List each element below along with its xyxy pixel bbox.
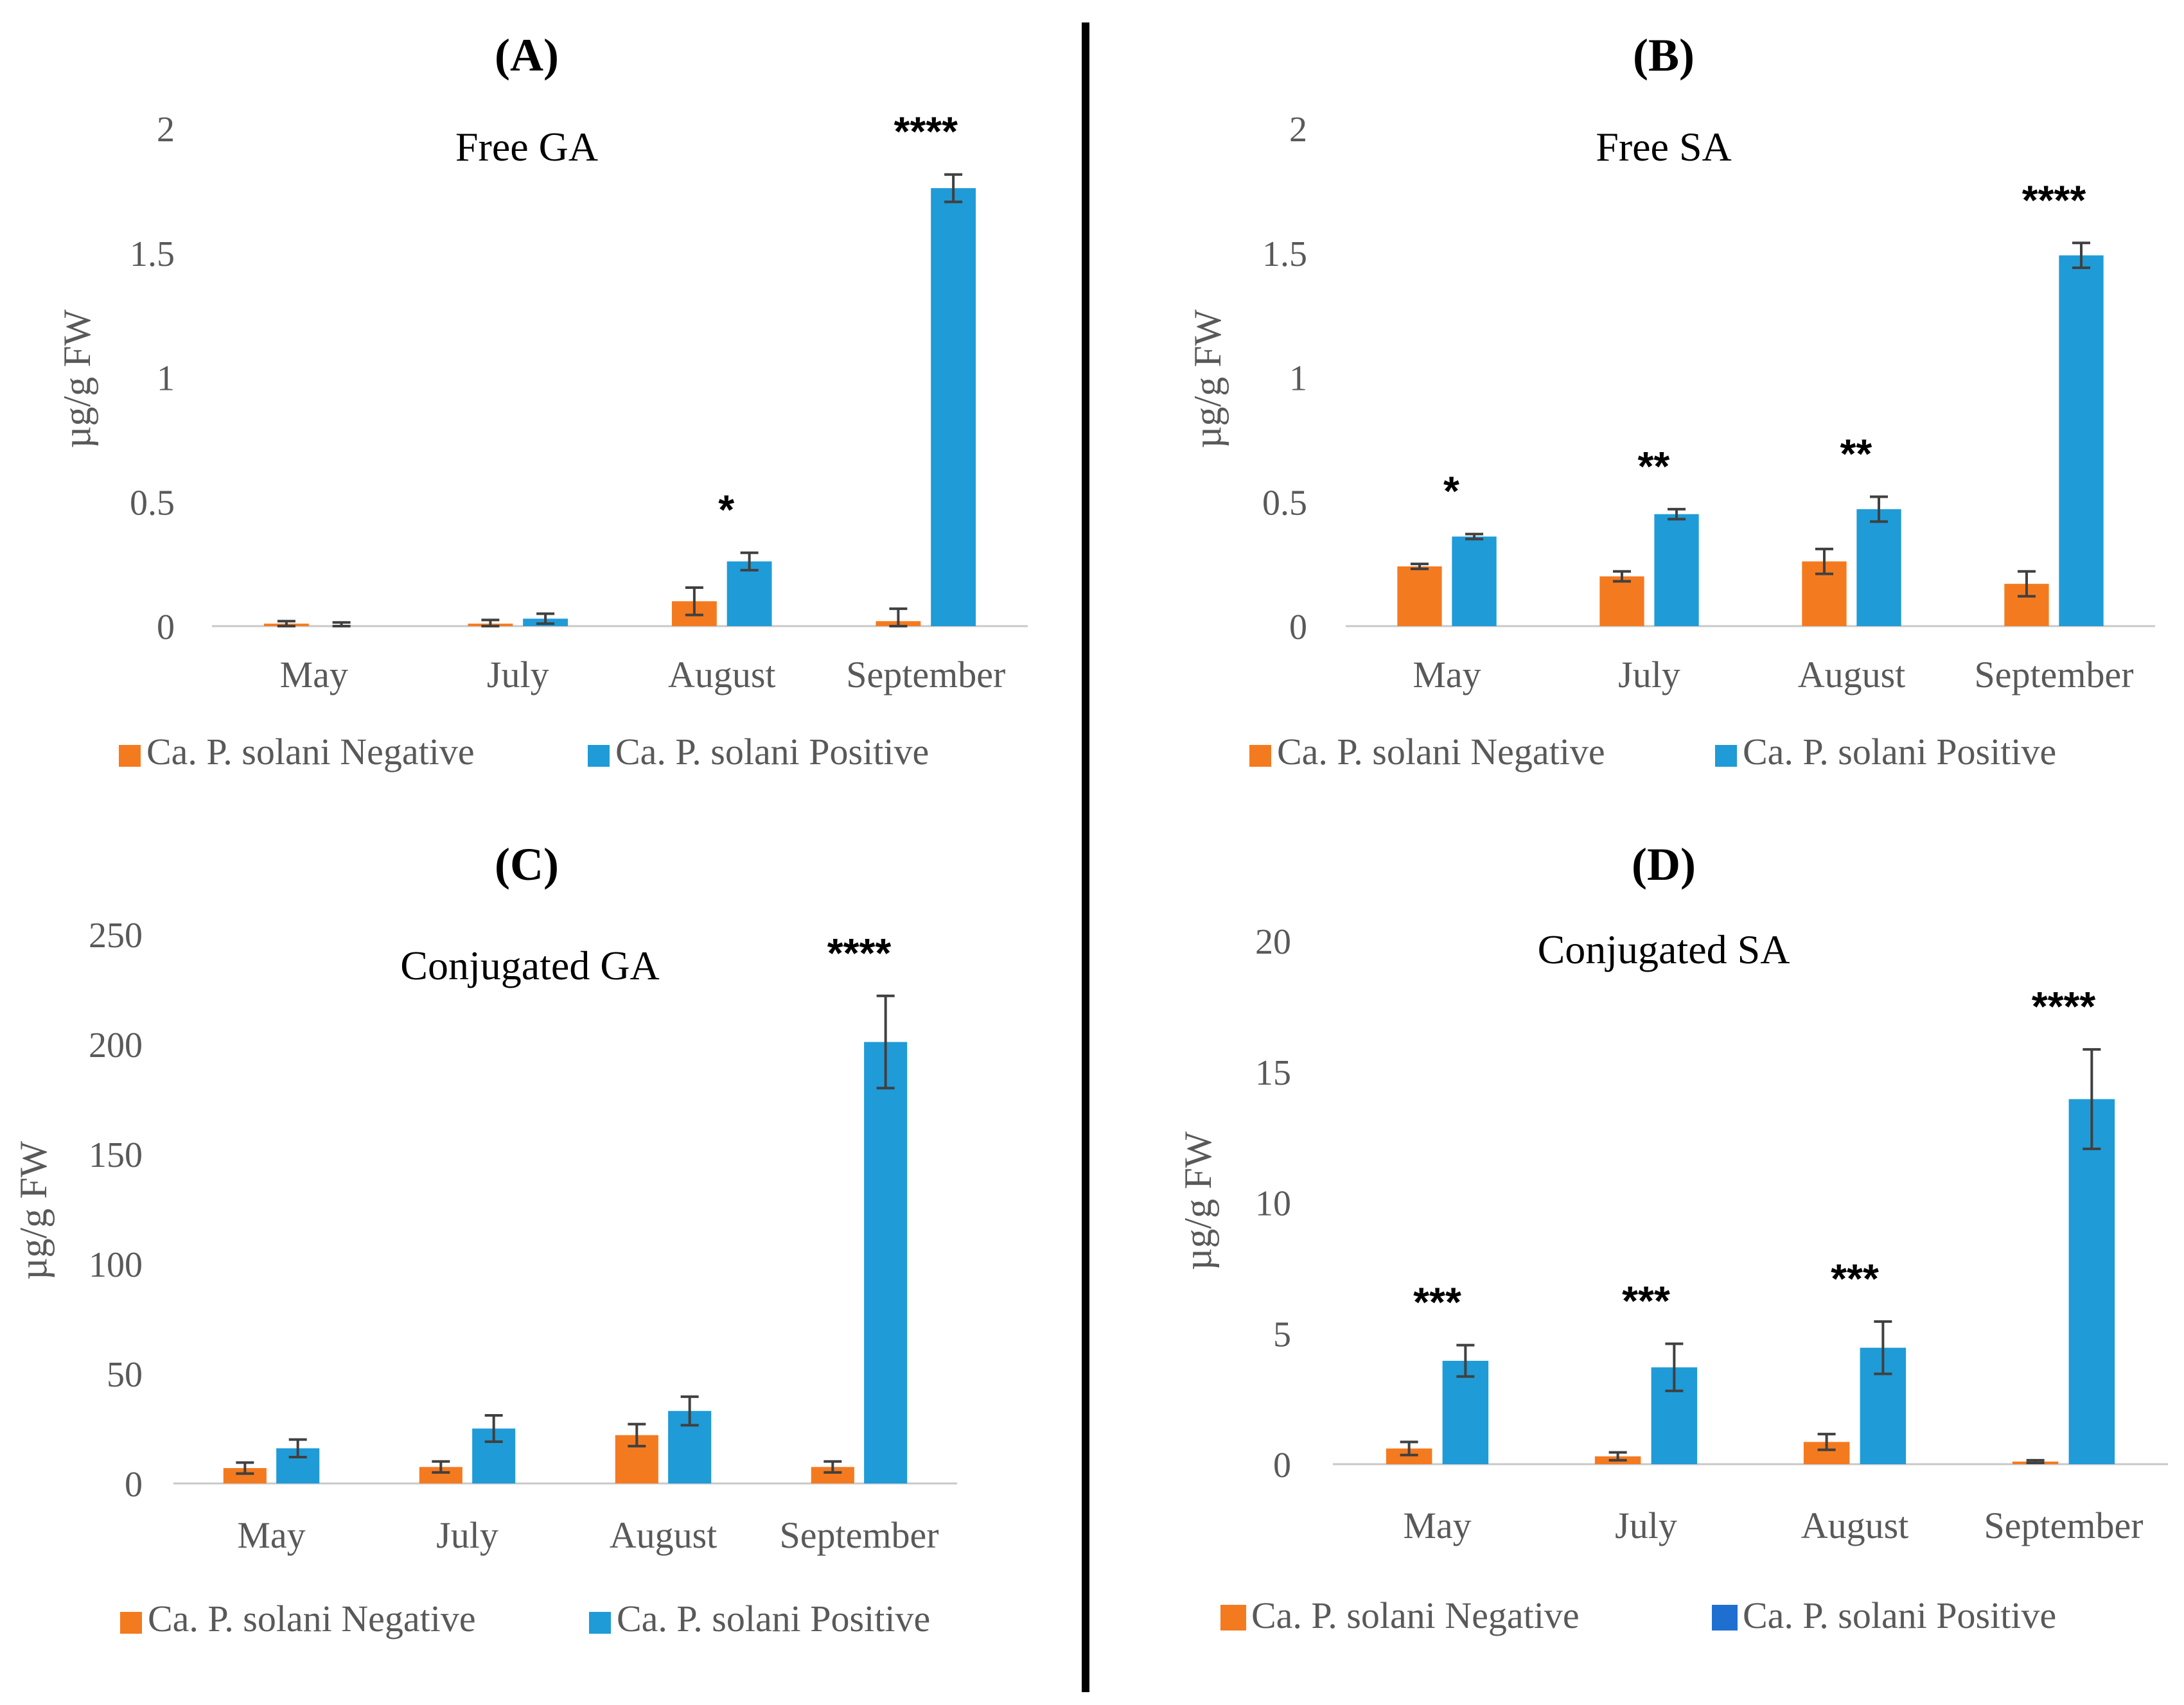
category-label: May <box>1403 1505 1471 1546</box>
significance-marker: *** <box>1831 1255 1879 1302</box>
panel-letter: (A) <box>495 30 559 81</box>
y-tick-label: 1.5 <box>130 234 175 274</box>
y-tick-label: 250 <box>89 916 143 956</box>
y-tick-label: 0.5 <box>130 483 175 523</box>
significance-marker: **** <box>894 109 958 155</box>
bar <box>2068 1099 2115 1464</box>
bar <box>2059 255 2104 626</box>
legend-swatch <box>1715 745 1737 767</box>
panel-letter: (D) <box>1632 839 1696 890</box>
y-tick-label: 150 <box>89 1135 143 1175</box>
significance-marker: ** <box>1840 431 1872 477</box>
bar <box>1397 566 1442 626</box>
y-tick-label: 1 <box>1289 359 1307 399</box>
legend-swatch <box>1712 1605 1738 1631</box>
chart-title: Free SA <box>1596 124 1732 170</box>
legend-label: Ca. P. solani Positive <box>617 1598 930 1639</box>
y-tick-label: 5 <box>1273 1315 1291 1354</box>
legend-label: Ca. P. solani Negative <box>146 731 475 773</box>
significance-marker: *** <box>1413 1279 1461 1325</box>
legend-label: Ca. P. solani Positive <box>1743 1595 2056 1636</box>
bar <box>864 1042 908 1483</box>
legend-label: Ca. P. solani Positive <box>1743 731 2056 773</box>
bar <box>1599 576 1644 626</box>
bar <box>223 1468 267 1483</box>
bar <box>931 188 976 626</box>
category-label: August <box>1801 1505 1909 1546</box>
legend-label: Ca. P. solani Negative <box>1277 731 1605 773</box>
y-tick-label: 2 <box>157 110 175 150</box>
legend-swatch <box>588 745 610 767</box>
significance-marker: **** <box>2022 177 2086 223</box>
category-label: July <box>436 1514 498 1556</box>
category-label: May <box>1413 654 1481 695</box>
category-label: August <box>1798 654 1906 695</box>
chart-panel: (A) Free GA 0 0.5 1 1.5 2 µg/g FW May July August *… <box>56 30 1028 773</box>
y-tick-label: 0.5 <box>1262 483 1307 523</box>
panel-letter: (C) <box>495 839 559 890</box>
legend-label: Ca. P. solani Positive <box>615 731 929 773</box>
y-tick-label: 200 <box>89 1026 143 1065</box>
category-label: September <box>779 1514 938 1556</box>
significance-marker: *** <box>1622 1278 1670 1324</box>
category-label: May <box>280 654 348 695</box>
category-label: August <box>668 654 776 695</box>
bar <box>1442 1361 1489 1464</box>
bar <box>1856 509 1901 626</box>
y-tick-label: 1 <box>157 359 175 399</box>
y-tick-label: 0 <box>125 1465 143 1505</box>
significance-marker: **** <box>827 930 892 976</box>
y-tick-label: 50 <box>107 1355 143 1395</box>
legend-swatch <box>1249 745 1271 767</box>
y-axis-title: µg/g FW <box>1177 1132 1219 1271</box>
bar <box>1452 536 1497 626</box>
y-axis-title: µg/g FW <box>56 310 98 449</box>
significance-marker: ** <box>1638 443 1670 489</box>
chart-title: Conjugated GA <box>400 943 660 988</box>
y-tick-label: 15 <box>1255 1053 1291 1093</box>
category-label: July <box>1615 1505 1677 1546</box>
legend-swatch <box>589 1612 611 1634</box>
legend-swatch <box>1220 1605 1246 1631</box>
y-tick-label: 10 <box>1255 1184 1291 1224</box>
y-tick-label: 0 <box>157 608 175 647</box>
legend-label: Ca. P. solani Negative <box>1251 1595 1580 1636</box>
category-label: September <box>1984 1505 2143 1546</box>
bar <box>1654 514 1699 626</box>
chart-panel: (D) Conjugated SA 0 5 10 15 20 µg/g FW May *** Jul… <box>1177 839 2168 1636</box>
category-label: July <box>487 654 549 695</box>
chart-panel: (B) Free SA 0 0.5 1 1.5 2 µg/g FW May * July ** Augu… <box>1186 30 2155 773</box>
legend-swatch <box>120 1612 142 1634</box>
chart-panel: (C) Conjugated GA 0 50 100 150 200 250 µg/g FW Ma… <box>12 839 957 1639</box>
chart-title: Free GA <box>455 124 598 170</box>
y-tick-label: 0 <box>1273 1446 1291 1485</box>
y-tick-label: 2 <box>1289 110 1307 150</box>
legend-swatch <box>119 745 141 767</box>
category-label: August <box>610 1514 718 1556</box>
category-label: September <box>1974 654 2133 695</box>
y-tick-label: 20 <box>1255 922 1291 962</box>
panel-letter: (B) <box>1633 30 1695 81</box>
significance-marker: * <box>718 487 734 533</box>
y-tick-label: 100 <box>89 1245 143 1285</box>
y-tick-label: 1.5 <box>1262 234 1307 274</box>
y-axis-title: µg/g FW <box>12 1141 55 1281</box>
y-tick-label: 0 <box>1289 608 1307 647</box>
significance-marker: * <box>1443 468 1459 514</box>
legend-label: Ca. P. solani Negative <box>148 1598 476 1639</box>
category-label: September <box>846 654 1005 695</box>
bar <box>727 561 772 626</box>
category-label: May <box>237 1514 305 1556</box>
chart-title: Conjugated SA <box>1538 927 1790 972</box>
category-label: July <box>1618 654 1680 695</box>
significance-marker: **** <box>2032 983 2096 1029</box>
y-axis-title: µg/g FW <box>1186 310 1229 449</box>
